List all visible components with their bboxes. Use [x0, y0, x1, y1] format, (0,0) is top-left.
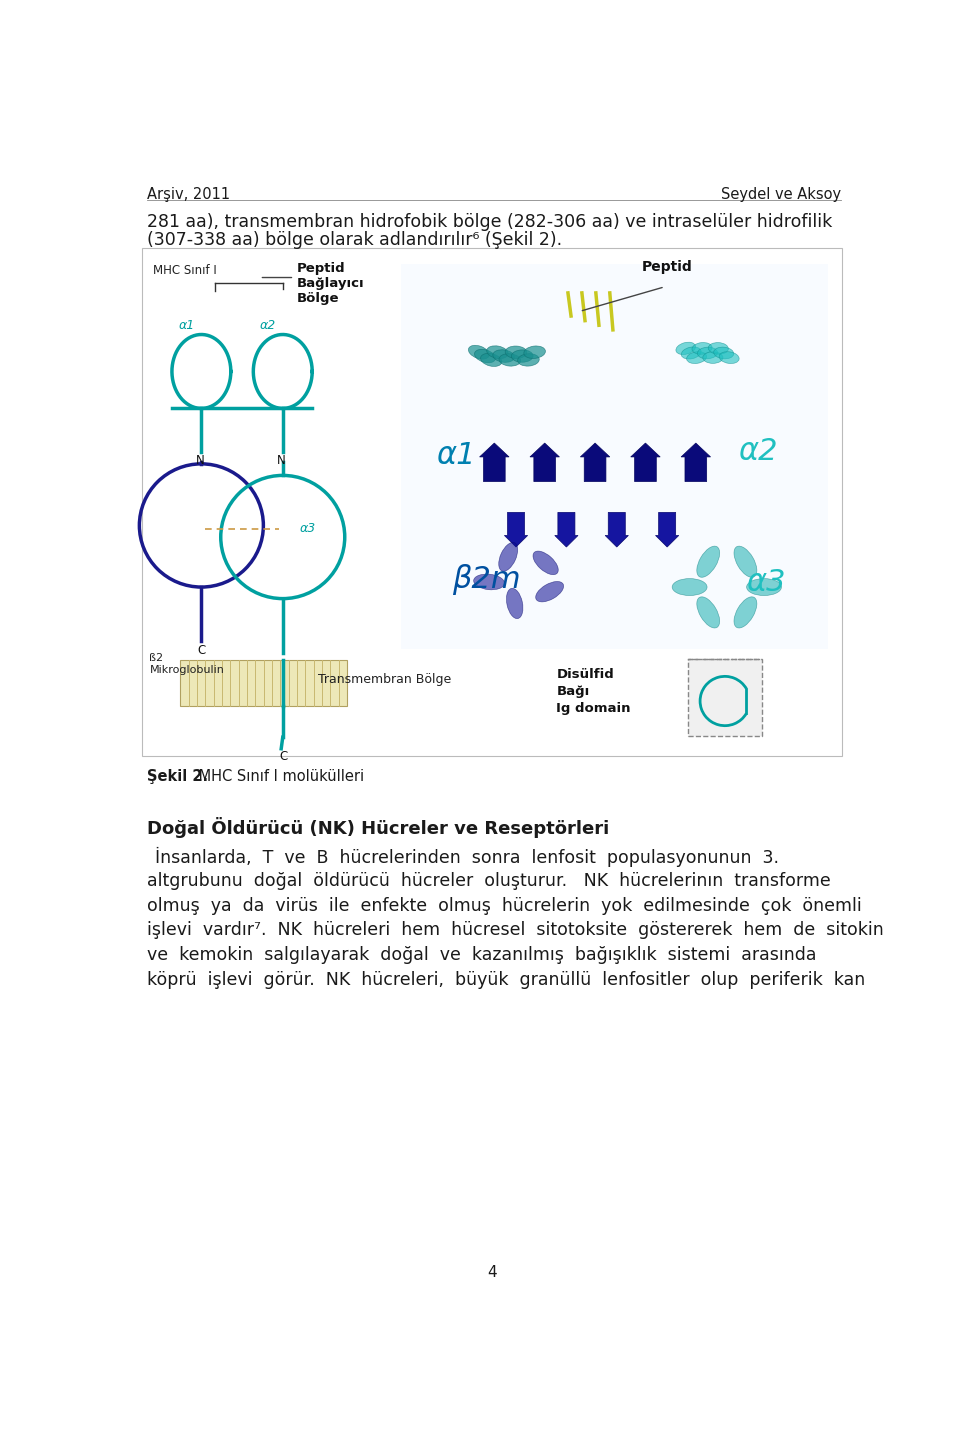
Text: 281 aa), transmembran hidrofobik bölge (282-306 aa) ve intraselüler hidrofilik: 281 aa), transmembran hidrofobik bölge (… — [147, 213, 832, 230]
Ellipse shape — [682, 347, 701, 359]
Ellipse shape — [713, 347, 733, 359]
Ellipse shape — [524, 346, 545, 359]
Text: Seydel ve Aksoy: Seydel ve Aksoy — [721, 187, 841, 202]
Ellipse shape — [505, 346, 527, 359]
Text: Transmembran Bölge: Transmembran Bölge — [319, 674, 451, 687]
Ellipse shape — [499, 354, 520, 366]
FancyArrow shape — [605, 513, 629, 547]
Ellipse shape — [533, 552, 559, 575]
Text: Şekil 2.: Şekil 2. — [147, 769, 208, 783]
Ellipse shape — [499, 543, 517, 572]
Text: Arşiv, 2011: Arşiv, 2011 — [147, 187, 230, 202]
Text: α3: α3 — [300, 521, 316, 534]
Text: N: N — [196, 454, 204, 467]
Text: ß2
Mikroglobulin: ß2 Mikroglobulin — [150, 652, 225, 675]
Ellipse shape — [734, 596, 756, 628]
FancyArrow shape — [555, 513, 578, 547]
Text: olmuş  ya  da  virüs  ile  enfekte  olmuş  hücrelerin  yok  edilmesinde  çok  ön: olmuş ya da virüs ile enfekte olmuş hücr… — [147, 897, 862, 914]
Text: altgrubunu  doğal  öldürücü  hücreler  oluşturur.   NK  hücrelerinın  transforme: altgrubunu doğal öldürücü hücreler oluşt… — [147, 873, 830, 890]
Bar — [688, 658, 761, 736]
Ellipse shape — [734, 546, 756, 577]
Bar — [401, 264, 828, 648]
Ellipse shape — [719, 351, 739, 363]
Text: C: C — [278, 750, 287, 763]
Text: köprü  işlevi  görür.  NK  hücreleri,  büyük  granüllü  lenfositler  olup  perif: köprü işlevi görür. NK hücreleri, büyük … — [147, 971, 865, 988]
FancyArrow shape — [530, 444, 560, 481]
Text: C: C — [198, 644, 205, 657]
Ellipse shape — [512, 350, 533, 363]
Bar — [180, 660, 348, 707]
Ellipse shape — [517, 354, 540, 366]
Text: α3: α3 — [746, 567, 785, 596]
FancyArrow shape — [504, 513, 528, 547]
Ellipse shape — [697, 596, 720, 628]
Ellipse shape — [473, 575, 505, 590]
Text: işlevi  vardır⁷.  NK  hücreleri  hem  hücresel  sitotoksite  göstererek  hem  de: işlevi vardır⁷. NK hücreleri hem hücrese… — [147, 922, 884, 939]
Text: (307-338 aa) bölge olarak adlandırılır⁶ (Şekil 2).: (307-338 aa) bölge olarak adlandırılır⁶ … — [147, 230, 563, 249]
Ellipse shape — [708, 343, 729, 354]
Text: Disülfid
Bağı
Ig domain: Disülfid Bağı Ig domain — [557, 668, 631, 714]
Text: Peptid: Peptid — [641, 259, 692, 274]
Ellipse shape — [481, 353, 502, 366]
Text: α1: α1 — [179, 320, 195, 333]
Text: 4: 4 — [487, 1264, 497, 1280]
FancyArrow shape — [631, 444, 660, 481]
Text: MHC Sınıf I molükülleri: MHC Sınıf I molükülleri — [194, 769, 364, 783]
Text: Peptid
Bağlayıcı
Bölge: Peptid Bağlayıcı Bölge — [297, 262, 365, 305]
FancyArrow shape — [581, 444, 610, 481]
Ellipse shape — [487, 346, 508, 359]
Ellipse shape — [697, 546, 720, 577]
Text: α2: α2 — [738, 436, 778, 467]
Ellipse shape — [697, 347, 717, 359]
Ellipse shape — [676, 343, 696, 354]
Text: α2: α2 — [259, 320, 276, 333]
FancyArrow shape — [681, 444, 710, 481]
Ellipse shape — [747, 579, 781, 596]
Text: ve  kemokin  salgılayarak  doğal  ve  kazanılmış  bağışıklık  sistemi  arasında: ve kemokin salgılayarak doğal ve kazanıl… — [147, 946, 817, 963]
FancyArrow shape — [480, 444, 509, 481]
Text: Doğal Öldürücü (NK) Hücreler ve Reseptörleri: Doğal Öldürücü (NK) Hücreler ve Reseptör… — [147, 816, 610, 838]
FancyArrow shape — [656, 513, 679, 547]
Text: N: N — [277, 454, 286, 467]
Bar — [142, 248, 842, 756]
Ellipse shape — [686, 351, 707, 363]
Ellipse shape — [492, 350, 515, 363]
Text: İnsanlarda,  T  ve  B  hücrelerinden  sonra  lenfosit  populasyonunun  3.: İnsanlarda, T ve B hücrelerinden sonra l… — [155, 847, 779, 867]
Ellipse shape — [692, 343, 712, 354]
Text: β2m: β2m — [452, 564, 520, 595]
Ellipse shape — [672, 579, 708, 596]
Ellipse shape — [468, 346, 490, 359]
Text: MHC Sınıf I: MHC Sınıf I — [153, 264, 216, 276]
Ellipse shape — [536, 582, 564, 602]
Ellipse shape — [474, 350, 495, 363]
Ellipse shape — [507, 589, 523, 619]
Ellipse shape — [703, 351, 723, 363]
Text: α1: α1 — [436, 441, 476, 469]
